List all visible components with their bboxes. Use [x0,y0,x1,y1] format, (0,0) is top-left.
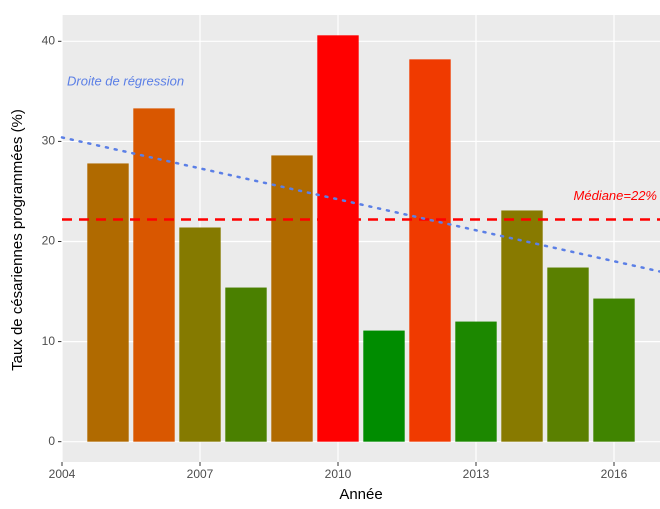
y-tick-label: 40 [42,33,56,47]
bar [271,155,313,442]
bar [225,287,267,442]
x-tick-label: 2016 [601,467,628,481]
bar [409,59,451,442]
median-label: Médiane=22% [574,188,657,203]
y-tick-label: 20 [42,234,56,248]
x-axis-title: Année [339,486,382,503]
bar [317,35,359,442]
x-tick-label: 2010 [325,467,352,481]
bar [501,210,543,442]
regression-line [60,136,660,273]
y-tick-label: 0 [48,434,55,448]
x-tick-label: 2013 [463,467,490,481]
bar [455,321,497,442]
x-tick-label: 2004 [49,467,76,481]
bar [363,330,405,442]
bar [87,163,129,442]
y-axis-title: Taux de césariennes programmées (%) [9,109,26,371]
regression-label: Droite de régression [67,73,184,88]
y-tick-label: 10 [42,334,56,348]
x-tick-label: 2007 [187,467,214,481]
bar [179,227,221,442]
bar [547,267,589,442]
bar [593,298,635,442]
bar [133,108,175,442]
y-tick-label: 30 [42,134,56,148]
